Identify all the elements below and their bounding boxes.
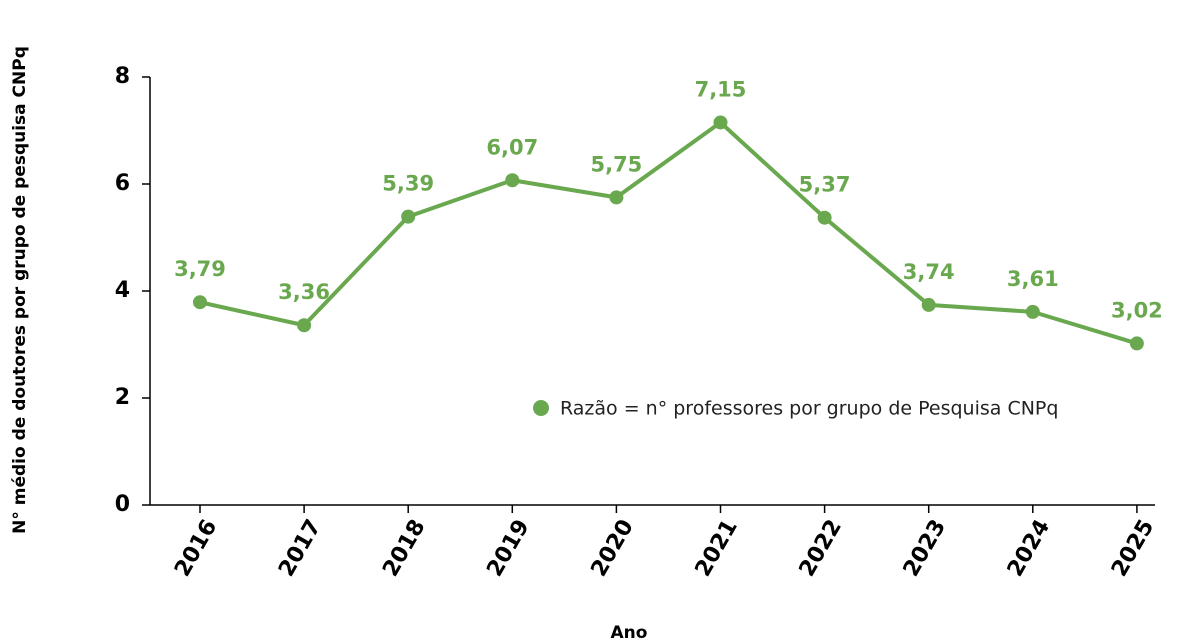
value-label: 3,36 [278, 280, 330, 304]
value-label: 5,37 [799, 173, 851, 197]
point [713, 115, 728, 130]
y-axis-label: N° médio de doutores por grupo de pesqui… [10, 46, 30, 534]
point [505, 173, 520, 188]
line [199, 120, 1138, 346]
point [297, 318, 312, 333]
x-tick-label: 2021 [691, 516, 743, 582]
point [1025, 304, 1040, 319]
x-tick-label: 2020 [587, 516, 639, 582]
point [193, 295, 207, 310]
y-tick-label: 8 [115, 64, 130, 89]
legend-label: Razão = n° professores por grupo de Pesq… [560, 398, 1058, 420]
point [921, 297, 936, 312]
x-tick-label: 2022 [795, 516, 847, 582]
value-label: 3,74 [903, 260, 955, 284]
x-tick-label: 2017 [274, 516, 326, 582]
point [401, 209, 416, 224]
y-tick-label: 4 [115, 278, 130, 303]
x-tick-label: 2024 [1003, 516, 1055, 582]
x-tick-label: 2025 [1107, 516, 1159, 582]
y-tick-label: 6 [115, 171, 130, 196]
y-tick-label: 0 [115, 492, 130, 517]
y-tick-label: 2 [115, 385, 130, 410]
point [1129, 336, 1144, 351]
x-axis-label: Ano [611, 623, 648, 642]
value-label: 6,07 [486, 135, 538, 159]
value-label: 3,02 [1111, 298, 1163, 322]
point [817, 210, 832, 225]
value-label: 3,79 [174, 257, 226, 281]
x-tick-label: 2016 [170, 516, 222, 582]
point [609, 190, 624, 205]
value-label: 5,75 [590, 152, 642, 176]
x-tick-label: 2023 [899, 516, 951, 582]
value-label: 7,15 [695, 77, 747, 101]
x-tick-label: 2019 [482, 516, 534, 582]
value-label: 3,61 [1007, 267, 1059, 291]
legend-marker [533, 400, 549, 416]
x-tick-label: 2018 [378, 516, 430, 582]
value-label: 5,39 [382, 172, 434, 196]
